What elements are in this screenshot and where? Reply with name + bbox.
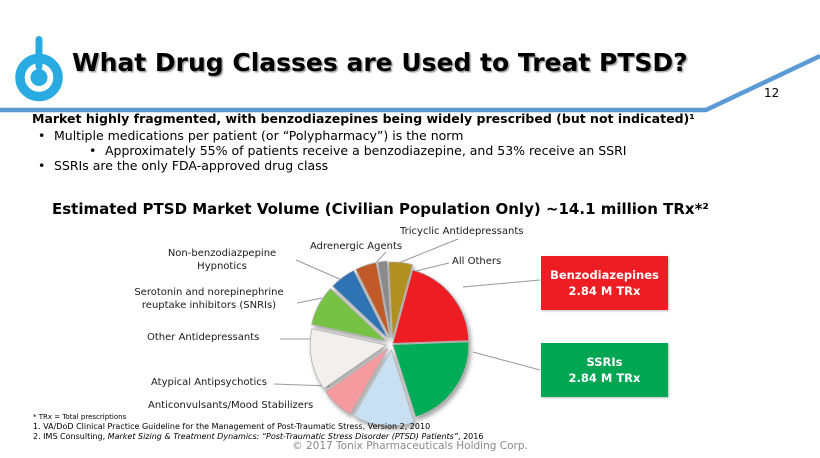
pie-label-snris: Serotonin and norepinephrine reuptake in…: [134, 287, 284, 311]
leader-line-3: [411, 262, 450, 273]
bullet-item-2: • Approximately 55% of patients receive …: [89, 143, 626, 158]
footnote-trx: * TRx = Total prescriptions: [33, 413, 127, 421]
logo-stem: [35, 36, 43, 70]
leader-line-6: [273, 383, 331, 387]
bullet-text: Multiple medications per patient (or “Po…: [54, 128, 464, 143]
chart-title: Estimated PTSD Market Volume (Civilian P…: [52, 200, 709, 218]
benzodiazepines-callout-box: Benzodiazepines 2.84 M TRx: [541, 256, 668, 310]
tonix-power-logo-icon: [15, 36, 63, 102]
copyright-line: © 2017 Tonix Pharmaceuticals Holding Cor…: [292, 440, 528, 452]
pie-label-tricyclic-antidepressants: Tricyclic Antidepressants: [400, 226, 524, 237]
ssris-callout-box: SSRIs 2.84 M TRx: [541, 343, 668, 397]
bullet-text: SSRIs are the only FDA-approved drug cla…: [54, 158, 329, 173]
pie-label-adrenergic-agents: Adrenergic Agents: [310, 241, 403, 252]
footnote-2-prefix: 2. IMS Consulting,: [33, 432, 108, 441]
bullet-text: Approximately 55% of patients receive a …: [105, 143, 627, 158]
pie-slice-4: [324, 348, 389, 415]
pie-slice-7: [332, 269, 389, 339]
pie-label-anticonvulsants-mood-stabilizers: Anticonvulsants/Mood Stabilizers: [148, 400, 314, 411]
pie-label-all-others: All Others: [452, 256, 502, 267]
bullet-glyph: •: [38, 158, 46, 173]
pie-slice-2: [392, 341, 470, 418]
callout-label: SSRIs: [586, 354, 623, 369]
footnote-2-italic: Market Sizing & Treatment Dynamics: “Pos…: [107, 432, 458, 441]
bullet-item-1: • Multiple medications per patient (or “…: [38, 128, 463, 143]
callout-value: 2.84 M TRx: [568, 371, 641, 385]
pie-label-atypical-antipsychotics: Atypical Antipsychotics: [151, 377, 267, 388]
page-title: What Drug Classes are Used to Treat PTSD…: [72, 48, 688, 77]
pie-slice-9: [377, 260, 392, 338]
pie-label-other-antidepressants: Other Antidepressants: [147, 332, 260, 343]
pie-slice-8: [355, 262, 391, 338]
bullet-item-3: • SSRIs are the only FDA-approved drug c…: [38, 158, 328, 173]
bullet-glyph: •: [89, 143, 97, 158]
pie-slice-5: [309, 328, 388, 390]
footnote-2: 2. IMS Consulting, Market Sizing & Treat…: [33, 432, 483, 441]
leader-line-2: [295, 259, 345, 282]
logo-dot: [30, 69, 48, 86]
leader-line-7: [363, 406, 402, 410]
summary-headline: Market highly fragmented, with benzodiaz…: [32, 111, 695, 126]
pie-label-non-benzodiazepine-hypnotics: Non-benzodiazpepine Hypnotics: [167, 248, 277, 272]
callout-label: Benzodiazepines: [550, 267, 659, 282]
pie-slice-3: [353, 348, 415, 427]
callout-value: 2.84 M TRx: [568, 284, 641, 298]
pie-slice-0: [388, 261, 414, 339]
leader-line-1: [369, 251, 387, 270]
leader-line-9: [472, 351, 541, 371]
page-number: 12: [764, 86, 780, 100]
pie-slices-group: [309, 260, 470, 427]
pie-slice-1: [392, 269, 470, 344]
bullet-glyph: •: [38, 128, 46, 143]
footnote-1: 1. VA/DoD Clinical Practice Guideline fo…: [33, 422, 431, 431]
leader-line-8: [462, 279, 541, 288]
pie-slice-6: [311, 287, 388, 342]
leader-line-4: [296, 297, 323, 304]
footnote-2-suffix: , 2016: [458, 432, 484, 441]
